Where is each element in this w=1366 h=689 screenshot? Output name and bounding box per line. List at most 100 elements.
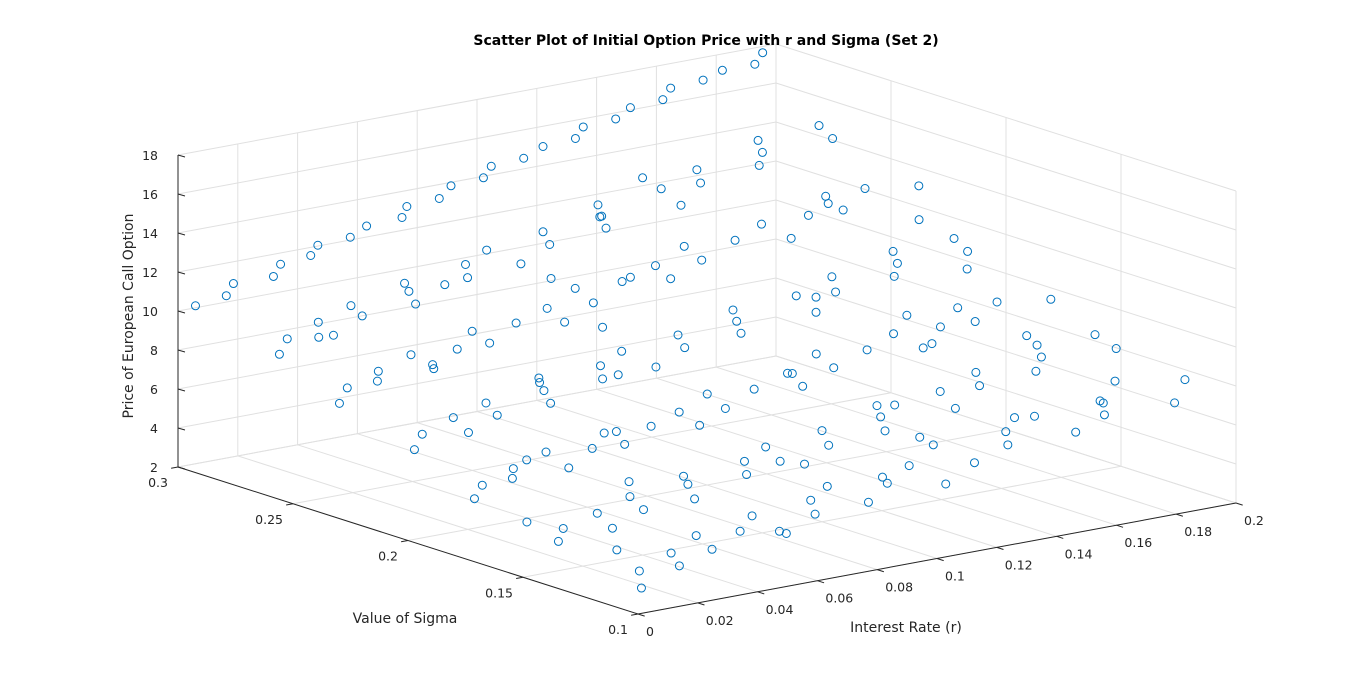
data-point — [880, 426, 890, 436]
data-point — [486, 161, 496, 171]
data-point — [617, 277, 627, 287]
z-tick-label: 6 — [150, 382, 158, 397]
data-point — [402, 201, 412, 211]
data-point — [511, 318, 521, 328]
data-point — [742, 470, 752, 480]
data-point — [673, 330, 683, 340]
gridline — [177, 238, 777, 351]
data-point — [914, 215, 924, 225]
z-tick-mark — [177, 271, 186, 275]
data-point — [625, 492, 635, 502]
gridline — [177, 199, 777, 312]
data-point — [274, 349, 284, 359]
data-point — [803, 210, 813, 220]
gridline — [407, 429, 1007, 541]
gridline — [177, 43, 777, 156]
data-point — [478, 173, 488, 183]
data-point — [469, 494, 479, 504]
data-point — [595, 212, 605, 222]
data-point — [949, 233, 959, 243]
data-point — [823, 199, 833, 209]
data-point — [736, 328, 746, 338]
data-point — [607, 523, 617, 533]
data-point — [806, 495, 816, 505]
data-point — [720, 403, 730, 413]
data-point — [863, 497, 873, 507]
data-point — [362, 221, 372, 231]
data-point — [829, 363, 839, 373]
data-point — [904, 461, 914, 471]
data-point — [570, 133, 580, 143]
data-point — [862, 345, 872, 355]
data-point — [888, 246, 898, 256]
gridline — [775, 316, 1237, 465]
data-point — [593, 200, 603, 210]
data-point — [692, 165, 702, 175]
data-point — [1110, 376, 1120, 386]
gridline — [775, 160, 1237, 309]
x-tick-label: 0.08 — [885, 580, 913, 595]
data-point — [1180, 375, 1190, 385]
data-point — [477, 480, 487, 490]
data-point — [914, 181, 924, 191]
data-point — [411, 299, 421, 309]
y-tick-label: 0.25 — [255, 512, 283, 527]
tick-labels: 00.020.040.060.080.10.120.140.160.180.20… — [142, 148, 1264, 639]
gridline — [775, 238, 1237, 387]
chart-title: Scatter Plot of Initial Option Price wit… — [473, 33, 938, 49]
data-point — [735, 526, 745, 536]
data-point — [877, 472, 887, 482]
z-tick-label: 10 — [142, 304, 158, 319]
data-point — [927, 339, 937, 349]
x-tick-label: 0 — [646, 624, 654, 639]
data-point — [492, 410, 502, 420]
data-point — [461, 259, 470, 269]
data-point — [695, 420, 705, 430]
data-point — [638, 173, 648, 183]
data-point — [538, 227, 548, 237]
data-point — [970, 317, 980, 327]
data-point — [625, 103, 635, 113]
data-point — [950, 403, 960, 413]
data-point — [558, 523, 568, 533]
data-point — [791, 291, 801, 301]
data-point — [811, 292, 821, 302]
data-point — [827, 272, 837, 282]
data-point — [674, 561, 684, 571]
data-point — [372, 376, 382, 386]
data-point — [1036, 352, 1046, 362]
data-point — [889, 271, 899, 281]
data-point — [538, 141, 548, 151]
y-tick-mark — [516, 576, 524, 580]
data-point — [696, 178, 706, 188]
data-point — [276, 259, 286, 269]
z-tick-mark — [177, 349, 186, 353]
data-point — [1001, 427, 1011, 437]
data-point — [838, 205, 848, 215]
data-point — [811, 307, 821, 317]
data-point — [634, 566, 644, 576]
data-point — [918, 343, 928, 353]
data-point — [522, 517, 532, 527]
data-point — [928, 440, 938, 450]
data-point — [397, 212, 407, 222]
x-tick-mark — [697, 602, 705, 606]
data-point — [882, 478, 892, 488]
data-point — [463, 428, 473, 438]
data-point — [406, 350, 416, 360]
gridline — [292, 392, 892, 505]
x-tick-mark — [1116, 524, 1124, 528]
y-tick-mark — [171, 466, 179, 469]
x-tick-mark — [637, 613, 645, 617]
z-tick-label: 16 — [142, 187, 158, 202]
x-tick-mark — [1176, 513, 1184, 517]
y-tick-mark — [286, 503, 294, 506]
z-tick-label: 14 — [142, 226, 158, 241]
data-point — [697, 255, 707, 265]
data-point — [1010, 413, 1020, 423]
data-point — [598, 374, 608, 384]
data-point — [624, 477, 634, 487]
data-points — [190, 48, 1190, 593]
x-tick-label: 0.18 — [1184, 524, 1212, 539]
data-point — [467, 326, 477, 336]
